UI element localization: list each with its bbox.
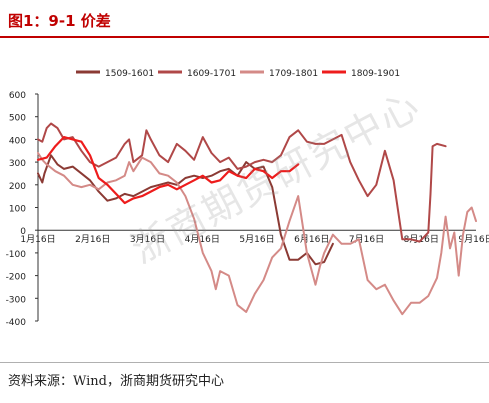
title-bar: 图1：9-1 价差 bbox=[0, 0, 489, 38]
legend-label: 1709-1801 bbox=[269, 69, 318, 79]
legend: 1509-1601 1609-1701 1709-1801 1809-1901 bbox=[76, 69, 400, 79]
source-bar: 资料来源：Wind，浙商期货研究中心 bbox=[0, 362, 489, 403]
x-tick-label: 3月16日 bbox=[130, 234, 165, 245]
y-tick-label: 300 bbox=[9, 159, 26, 169]
y-tick-label: -300 bbox=[6, 295, 27, 305]
x-tick-label: 1月16日 bbox=[20, 234, 55, 245]
y-tick-label: 0 bbox=[20, 227, 26, 237]
series-line-1609-1701 bbox=[37, 122, 447, 243]
y-tick-label: -400 bbox=[6, 318, 27, 328]
x-tick-label: 9月16日 bbox=[458, 234, 489, 245]
y-tick-label: 500 bbox=[9, 114, 26, 124]
legend-label: 1609-1701 bbox=[187, 69, 236, 79]
source-note: 资料来源：Wind，浙商期货研究中心 bbox=[8, 374, 224, 389]
chart-title: 图1：9-1 价差 bbox=[8, 12, 111, 30]
x-tick-label: 5月16日 bbox=[239, 234, 274, 245]
series-line-1809-1901 bbox=[36, 136, 300, 205]
source-rule bbox=[0, 362, 489, 363]
y-axis: -400 -300 -200 -100 0 100 200 300 400 500 600 bbox=[6, 91, 39, 328]
series-line-1509-1601 bbox=[37, 154, 334, 266]
x-tick-label: 6月16日 bbox=[294, 234, 329, 245]
x-axis: 1月16日 2月16日 3月16日 4月16日 5月16日 6月16日 7月16日 8月16日… bbox=[20, 229, 489, 245]
x-tick-label: 7月16日 bbox=[349, 234, 384, 245]
series-line-1709-1801 bbox=[37, 152, 477, 316]
series-lines bbox=[36, 122, 477, 316]
title-rule bbox=[0, 36, 489, 38]
legend-label: 1509-1601 bbox=[105, 69, 154, 79]
legend-label: 1809-1901 bbox=[351, 69, 400, 79]
x-tick-label: 2月16日 bbox=[75, 234, 110, 245]
y-tick-label: 200 bbox=[9, 182, 26, 192]
y-tick-label: -100 bbox=[6, 250, 27, 260]
y-tick-label: 600 bbox=[9, 91, 26, 101]
chart-area: 1509-1601 1609-1701 1709-1801 1809-1901 -40… bbox=[0, 40, 489, 358]
line-chart: 1509-1601 1609-1701 1709-1801 1809-1901 -40… bbox=[6, 69, 489, 328]
y-tick-label: -200 bbox=[6, 273, 27, 283]
x-tick-label: 4月16日 bbox=[185, 234, 220, 245]
y-tick-label: 100 bbox=[9, 205, 26, 215]
y-tick-label: 400 bbox=[9, 136, 26, 146]
